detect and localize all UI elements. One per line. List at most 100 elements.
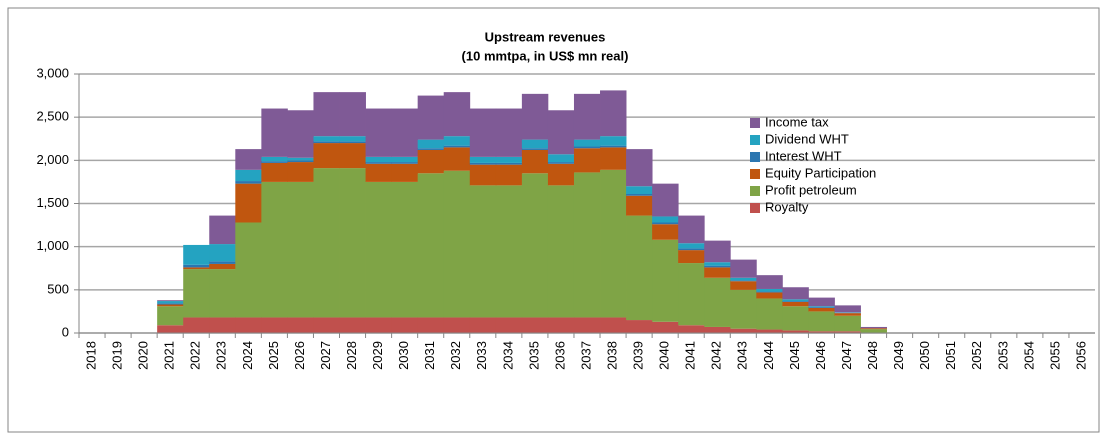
bar-segment (209, 244, 236, 262)
legend-label: Dividend WHT (765, 131, 849, 146)
x-tick-label: 2047 (839, 341, 854, 370)
bar-segment (209, 261, 236, 264)
x-tick-label: 2035 (526, 341, 541, 370)
bar-segment (782, 287, 809, 300)
bar-segment (652, 239, 679, 322)
x-tick-label: 2032 (448, 341, 463, 370)
bar-segment (678, 248, 705, 251)
bar-segment (573, 148, 601, 173)
bar-segment (365, 317, 393, 333)
bar-segment (235, 317, 262, 333)
x-tick-label: 2049 (891, 341, 906, 370)
bar-segment (600, 169, 627, 318)
bar-segment (391, 181, 419, 318)
bar-segment (652, 183, 679, 217)
bar-segment (287, 110, 314, 158)
bar-segment (573, 317, 601, 333)
bar-segment (235, 149, 262, 170)
bar-segment (261, 108, 288, 157)
bar-segment (834, 313, 861, 316)
bar-segment (157, 325, 184, 333)
x-tick-label: 2042 (709, 341, 724, 370)
bar-segment (547, 185, 575, 318)
bar-segment (808, 307, 835, 312)
bar-segment (365, 156, 393, 163)
bar-segment (417, 317, 445, 333)
legend-label: Income tax (765, 114, 829, 129)
bar-segment (521, 148, 549, 150)
x-tick-label: 2020 (136, 341, 151, 370)
bar-segment (209, 263, 236, 270)
bar-segment (678, 325, 705, 333)
y-tick-label: 500 (47, 281, 69, 296)
bar-segment (834, 305, 861, 313)
legend-swatch (750, 118, 760, 128)
bar-segment (521, 149, 549, 174)
bar-segment (521, 139, 549, 149)
bar-segment (443, 317, 471, 333)
bar-segment (547, 110, 575, 155)
x-tick-label: 2019 (110, 341, 125, 370)
legend-label: Equity Participation (765, 165, 876, 180)
bar-segment (287, 317, 314, 333)
bar-segment (183, 244, 210, 265)
bar-segment (157, 306, 184, 326)
legend-label: Interest WHT (765, 148, 842, 163)
bar-segment (652, 216, 679, 223)
y-tick-label: 1,500 (36, 195, 69, 210)
x-tick-label: 2033 (474, 341, 489, 370)
bar-segment (183, 267, 210, 270)
y-tick-label: 2,500 (36, 109, 69, 124)
x-tick-label: 2054 (1021, 341, 1036, 370)
bar-segment (730, 277, 757, 281)
bar-segment (469, 185, 497, 318)
bar-segment (600, 147, 627, 170)
bar-segment (235, 181, 262, 184)
bar-segment (287, 160, 314, 163)
x-tick-label: 2036 (552, 341, 567, 370)
bar-segment (730, 328, 757, 333)
bar-segment (704, 267, 731, 278)
bar-segment (678, 243, 705, 249)
bar-segment (495, 185, 523, 318)
x-tick-label: 2038 (604, 341, 619, 370)
bar-segment (365, 162, 393, 164)
bar-segment (730, 281, 757, 290)
bar-segment (495, 108, 523, 157)
bar-segment (521, 93, 549, 140)
x-tick-label: 2045 (787, 341, 802, 370)
x-tick-label: 2022 (188, 341, 203, 370)
bar-segment (261, 156, 288, 162)
bar-segment (860, 326, 887, 329)
y-tick-label: 3,000 (36, 65, 69, 80)
bar-segment (704, 262, 731, 266)
bar-segment (704, 277, 731, 327)
bar-segment (756, 292, 783, 299)
bar-segment (261, 162, 288, 182)
bar-segment (600, 145, 627, 148)
bar-segment (391, 162, 419, 164)
x-tick-label: 2037 (578, 341, 593, 370)
x-tick-label: 2052 (969, 341, 984, 370)
bar-segment (678, 263, 705, 326)
bar-segment (443, 170, 471, 318)
x-tick-label: 2034 (500, 341, 515, 370)
bar-segment (600, 90, 627, 137)
legend-label: Royalty (765, 199, 809, 214)
bar-segment (443, 145, 471, 148)
bar-segment (157, 303, 184, 305)
x-tick-label: 2021 (162, 341, 177, 370)
bar-segment (860, 329, 887, 333)
bar-segment (417, 149, 445, 174)
bar-segment (626, 186, 653, 195)
bar-segment (339, 168, 366, 318)
legend-swatch (750, 135, 760, 145)
bar-segment (652, 321, 679, 333)
bar-segment (782, 299, 809, 302)
bar-segment (521, 173, 549, 318)
bar-segment (521, 317, 549, 333)
bar-segment (157, 304, 184, 307)
bar-segment (261, 181, 288, 318)
bar-segment (678, 250, 705, 264)
bar-segment (313, 143, 340, 169)
